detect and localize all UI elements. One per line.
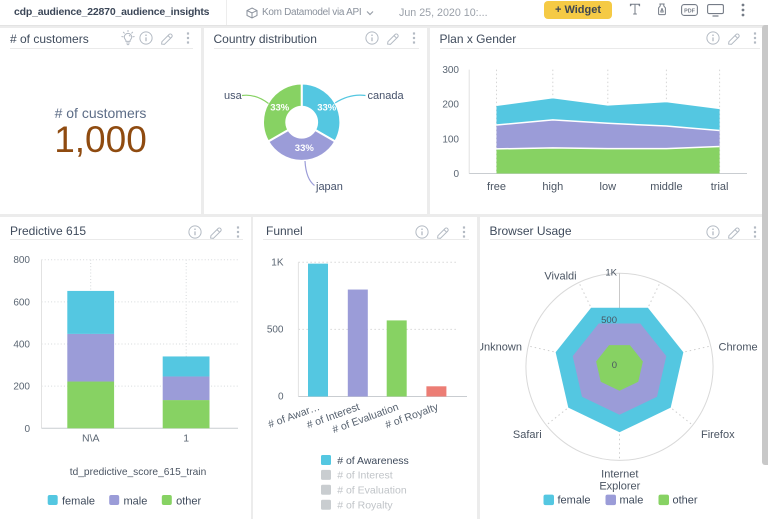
svg-text:PDF: PDF — [684, 9, 695, 15]
svg-text:500: 500 — [267, 324, 284, 335]
svg-text:td_predictive_score_615_train: td_predictive_score_615_train — [70, 467, 207, 478]
svg-text:# of Royalty: # of Royalty — [337, 500, 393, 512]
svg-text:other: other — [176, 496, 201, 508]
svg-text:800: 800 — [13, 255, 30, 266]
svg-text:0: 0 — [611, 360, 616, 371]
svg-text:free: free — [487, 181, 506, 193]
svg-text:female: female — [62, 496, 95, 508]
svg-text:female: female — [557, 495, 590, 507]
svg-text:1K: 1K — [605, 268, 617, 279]
svg-text:japan: japan — [315, 181, 343, 193]
svg-text:1K: 1K — [271, 257, 284, 268]
svg-text:# of Evaluation: # of Evaluation — [337, 485, 407, 497]
svg-text:33%: 33% — [317, 103, 337, 114]
svg-text:usa: usa — [224, 90, 243, 102]
svg-text:trial: trial — [710, 181, 728, 193]
svg-text:400: 400 — [13, 340, 30, 351]
svg-text:Chrome: Chrome — [718, 342, 757, 354]
svg-text:500: 500 — [601, 315, 617, 326]
svg-text:middle: middle — [650, 181, 682, 193]
svg-text:100: 100 — [442, 134, 459, 145]
svg-text:male: male — [124, 496, 148, 508]
svg-text:1: 1 — [183, 433, 189, 445]
svg-text:0: 0 — [278, 392, 284, 403]
svg-text:other: other — [672, 495, 697, 507]
svg-text:high: high — [542, 181, 563, 193]
svg-text:Explorer: Explorer — [599, 481, 640, 493]
svg-text:200: 200 — [13, 382, 30, 393]
svg-text:300: 300 — [442, 65, 459, 76]
svg-text:Internet: Internet — [601, 469, 638, 481]
svg-text:male: male — [619, 495, 643, 507]
svg-text:0: 0 — [24, 424, 30, 435]
svg-text:# of Interest: # of Interest — [337, 470, 393, 482]
svg-text:33%: 33% — [270, 103, 290, 114]
svg-text:canada: canada — [367, 90, 404, 102]
svg-text:33%: 33% — [294, 143, 314, 154]
svg-text:Unknown: Unknown — [480, 342, 522, 354]
svg-text:200: 200 — [442, 100, 459, 111]
svg-text:low: low — [599, 181, 616, 193]
svg-text:0: 0 — [453, 169, 459, 180]
svg-text:N\A: N\A — [82, 433, 100, 445]
svg-text:Firefox: Firefox — [700, 429, 734, 441]
svg-text:Safari: Safari — [512, 429, 541, 441]
svg-text:Vivaldi: Vivaldi — [544, 271, 576, 283]
svg-text:600: 600 — [13, 297, 30, 308]
svg-text:# of Awareness: # of Awareness — [337, 455, 409, 467]
